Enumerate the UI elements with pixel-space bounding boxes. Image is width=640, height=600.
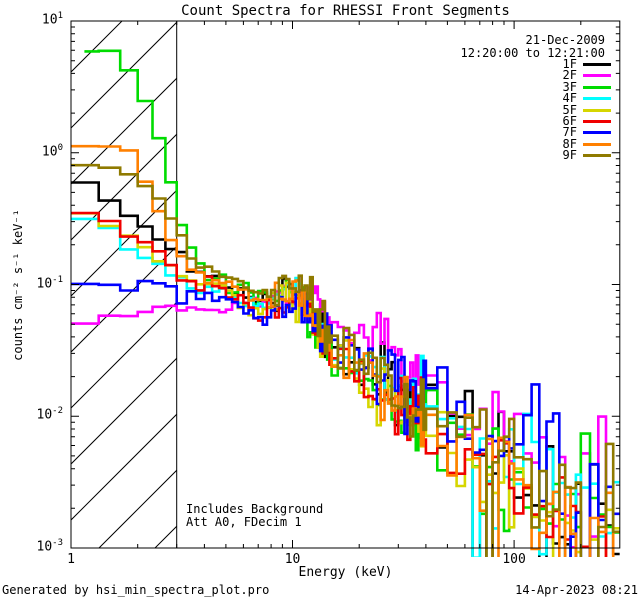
y-tick-label: 100 [41,142,63,160]
legend-label-7F: 7F [562,125,577,139]
legend-swatch-5F [583,109,611,112]
observation-date: 21-Dec-2009 [525,33,605,47]
y-tick-label: 10-2 [36,406,64,423]
x-axis-label: Energy (keV) [298,565,393,580]
legend-label-8F: 8F [562,137,577,151]
legend-swatch-9F [583,154,611,157]
legend-swatch-4F [583,97,611,100]
series-1F-line [71,181,620,557]
legend-label-1F: 1F [562,57,577,71]
annotation-includes-background: Includes Background [186,502,324,516]
x-tick-label: 10 [284,552,301,567]
legend-swatch-7F [583,131,611,134]
legend-swatch-2F [583,74,611,77]
legend-label-3F: 3F [562,80,577,94]
legend-swatch-6F [583,120,611,123]
legend-label-2F: 2F [562,68,577,82]
legend-label-5F: 5F [562,103,577,117]
legend-label-9F: 9F [562,148,577,162]
x-tick-label: 100 [502,552,526,567]
series-9F-line [71,163,620,557]
annotation-attenuator-state: Att A0, FDecim 1 [186,515,302,529]
legend-swatch-8F [583,143,611,146]
chart-title: Count Spectra for RHESSI Front Segments [181,3,510,19]
x-tick-label: 1 [67,552,75,567]
observation-time-range: 12:20:00 to 12:21:00 [460,46,606,60]
axis-ticks [70,20,620,549]
footer-generator-credit: Generated by hsi_min_spectra_plot.pro [2,583,270,597]
series-5F-line [71,212,620,557]
footer-timestamp: 14-Apr-2023 08:21 [515,583,638,597]
series-8F-line [71,144,615,557]
y-tick-label: 10-1 [36,274,64,291]
legend-label-4F: 4F [562,91,577,105]
legend-swatch-1F [583,63,611,66]
y-tick-label: 101 [41,11,63,28]
legend-label-6F: 6F [562,114,577,128]
y-tick-label: 10-3 [36,538,64,555]
legend-swatch-3F [583,86,611,89]
